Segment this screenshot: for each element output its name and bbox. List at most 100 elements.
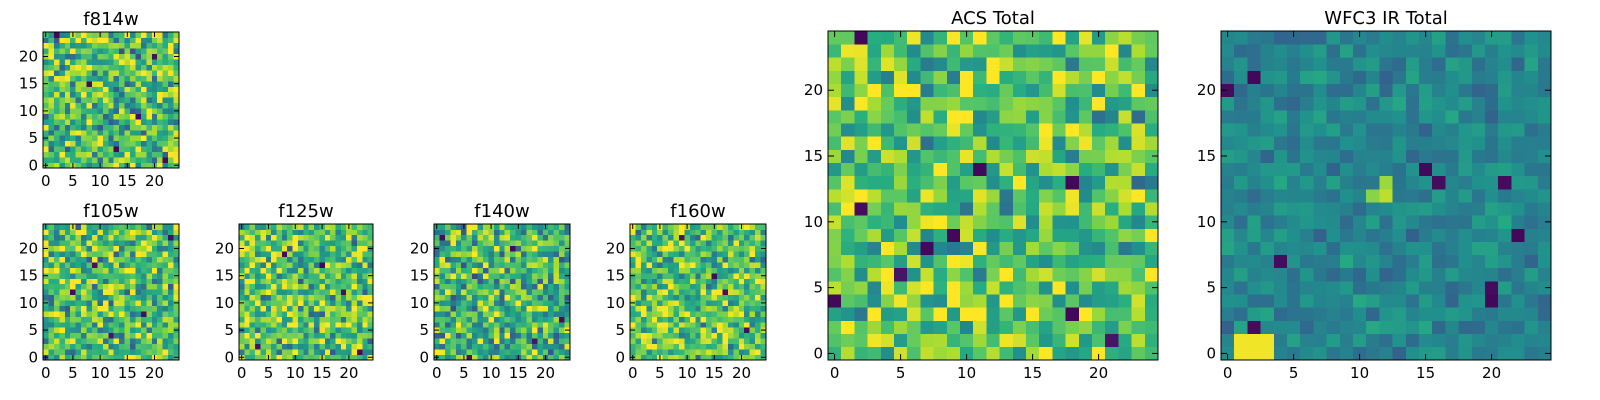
heatmap-cell xyxy=(1118,136,1132,150)
heatmap-cell xyxy=(455,305,462,312)
heatmap-cell xyxy=(86,278,93,285)
heatmap-cell xyxy=(499,283,506,290)
heatmap-cell xyxy=(1524,333,1539,348)
heatmap-cell xyxy=(434,251,440,257)
heatmap-cell xyxy=(755,327,761,334)
heatmap-cell xyxy=(1144,31,1159,45)
heatmap-cell xyxy=(999,149,1014,163)
heatmap-cell xyxy=(717,278,723,285)
heatmap-cell xyxy=(162,316,169,323)
heatmap-cell xyxy=(1537,149,1552,163)
heatmap-cell xyxy=(1471,241,1486,256)
heatmap-cell xyxy=(488,300,495,306)
heatmap-cell xyxy=(48,332,55,339)
heatmap-cell xyxy=(684,294,691,301)
heatmap-cell xyxy=(1458,162,1473,177)
heatmap-cell xyxy=(330,354,336,361)
heatmap-cell xyxy=(564,316,571,323)
heatmap-cell xyxy=(135,311,142,317)
heatmap-cell xyxy=(255,327,261,334)
heatmap-cell xyxy=(91,262,98,268)
heatmap-cell xyxy=(684,267,691,274)
heatmap-cell xyxy=(1326,320,1341,335)
heatmap-cell xyxy=(113,262,120,268)
heatmap-cell xyxy=(340,234,347,241)
heatmap-cell xyxy=(1260,31,1275,45)
heatmap-cell xyxy=(439,311,446,317)
heatmap-cell xyxy=(1524,215,1539,229)
heatmap-cell xyxy=(75,32,82,38)
heatmap-cell xyxy=(59,224,66,230)
heatmap-cell xyxy=(635,272,642,279)
heatmap-cell xyxy=(1118,294,1132,308)
heatmap-cell xyxy=(640,338,647,345)
heatmap-cell xyxy=(330,224,336,230)
heatmap-cell xyxy=(1339,228,1354,242)
heatmap-cell xyxy=(678,234,685,241)
heatmap-cell xyxy=(108,262,115,268)
heatmap-cell xyxy=(297,251,304,257)
heatmap-cell xyxy=(553,338,560,345)
heatmap-cell xyxy=(450,316,457,323)
heatmap-cell xyxy=(695,289,702,296)
heatmap-cell xyxy=(135,321,142,328)
heatmap-cell xyxy=(1078,83,1093,98)
heatmap-cell xyxy=(1300,267,1314,282)
heatmap-cell xyxy=(466,316,473,323)
heatmap-cell xyxy=(1353,136,1367,150)
heatmap-cell xyxy=(706,240,712,247)
y-tick-label: 0 xyxy=(224,348,234,366)
heatmap-cell xyxy=(351,349,358,355)
heatmap-cell xyxy=(151,146,158,153)
heatmap-cell xyxy=(711,294,718,301)
heatmap-cell xyxy=(113,86,120,93)
heatmap-cell xyxy=(542,321,549,328)
heatmap-cell xyxy=(450,240,457,247)
heatmap-cell xyxy=(130,354,136,361)
heatmap-cell xyxy=(907,70,921,84)
heatmap-cell xyxy=(504,267,511,274)
heatmap-cell xyxy=(668,245,674,252)
heatmap-cell xyxy=(488,272,495,279)
heatmap-cell xyxy=(1392,346,1407,361)
heatmap-cell xyxy=(102,251,109,257)
heatmap-cell xyxy=(1144,123,1159,137)
heatmap-cell xyxy=(119,262,125,268)
heatmap-cell xyxy=(1326,215,1341,229)
heatmap-cell xyxy=(1353,96,1367,111)
heatmap-cell xyxy=(140,224,147,230)
heatmap-cell xyxy=(102,70,109,76)
heatmap-cell xyxy=(1092,188,1106,203)
heatmap-cell xyxy=(689,256,696,263)
x-tick-label: 10 xyxy=(91,172,110,190)
heatmap-cell xyxy=(162,80,169,87)
heatmap-cell xyxy=(97,48,104,55)
heatmap-cell xyxy=(1105,267,1119,282)
heatmap-cell xyxy=(173,48,180,55)
heatmap-cell xyxy=(64,278,71,285)
heatmap-cell xyxy=(521,354,527,361)
heatmap-cell xyxy=(249,311,256,317)
heatmap-cell xyxy=(907,320,921,335)
heatmap-cell xyxy=(755,267,761,274)
heatmap-cell xyxy=(1234,123,1248,137)
heatmap-cell xyxy=(1471,162,1486,177)
heatmap-cell xyxy=(1300,307,1314,321)
heatmap-cell xyxy=(880,320,895,335)
heatmap-cell xyxy=(91,102,98,109)
heatmap-cell xyxy=(668,283,674,290)
heatmap-cell xyxy=(1234,215,1248,229)
heatmap-cell xyxy=(1039,109,1053,124)
heatmap-cell xyxy=(531,305,538,312)
heatmap-cell xyxy=(75,300,82,306)
heatmap-cell xyxy=(662,332,669,339)
heatmap-cell xyxy=(135,80,142,87)
heatmap-cell xyxy=(356,354,363,361)
heatmap-cell xyxy=(1511,162,1525,177)
heatmap-cell xyxy=(168,70,174,76)
heatmap-cell xyxy=(1300,57,1314,71)
heatmap-cell xyxy=(1131,346,1146,361)
heatmap-cell xyxy=(973,44,987,58)
heatmap-cell xyxy=(271,311,277,317)
heatmap-cell xyxy=(308,316,315,323)
